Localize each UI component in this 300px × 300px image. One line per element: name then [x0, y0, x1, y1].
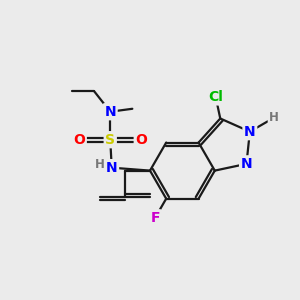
Text: O: O — [73, 133, 85, 147]
Text: N: N — [106, 161, 118, 175]
Text: O: O — [135, 133, 147, 147]
Text: Cl: Cl — [208, 90, 223, 104]
Text: N: N — [104, 105, 116, 119]
Text: F: F — [150, 211, 160, 225]
Text: N: N — [244, 125, 256, 139]
Text: S: S — [105, 133, 115, 147]
Text: N: N — [241, 157, 252, 171]
Text: H: H — [269, 111, 279, 124]
Text: H: H — [95, 158, 105, 171]
